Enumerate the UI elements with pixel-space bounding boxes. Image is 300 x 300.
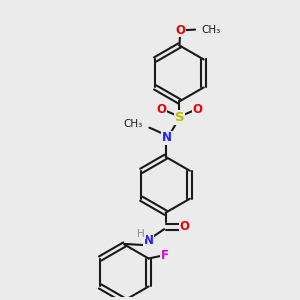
Text: O: O <box>175 24 185 37</box>
Text: S: S <box>175 111 184 124</box>
Text: H: H <box>137 229 145 238</box>
Text: O: O <box>193 103 203 116</box>
Text: N: N <box>162 131 172 144</box>
Text: N: N <box>143 234 154 247</box>
Text: O: O <box>180 220 190 233</box>
Text: F: F <box>161 249 169 262</box>
Text: CH₃: CH₃ <box>202 25 221 34</box>
Text: O: O <box>156 103 166 116</box>
Text: CH₃: CH₃ <box>124 119 143 129</box>
